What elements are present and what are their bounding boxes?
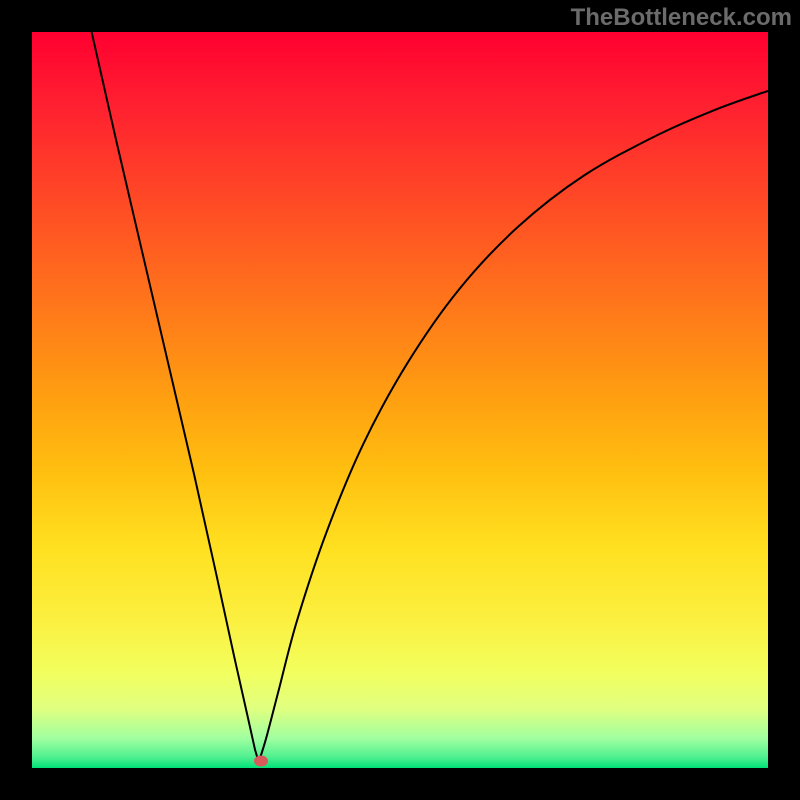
chart-container: TheBottleneck.com [0,0,800,800]
curve-left-branch [92,32,259,762]
bottleneck-curve [32,32,768,768]
optimum-marker [254,755,268,766]
curve-right-branch [259,91,768,762]
watermark-label: TheBottleneck.com [571,4,792,32]
plot-area [32,32,768,768]
